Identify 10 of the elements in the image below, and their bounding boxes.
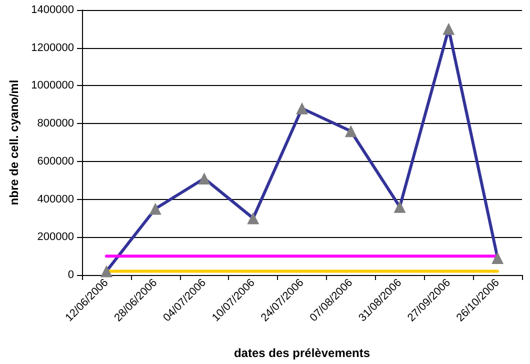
y-tick-label: 1000000 — [31, 80, 74, 92]
y-tick-label: 200000 — [37, 231, 74, 244]
y-tick-label: 800000 — [37, 118, 74, 130]
y-axis-title: nbre de cell. cyano/ml — [7, 80, 21, 206]
y-tick-label: 600000 — [37, 155, 74, 168]
y-tick-label: 1400000 — [31, 4, 74, 16]
x-axis-title: dates des prélèvements — [234, 346, 370, 360]
y-tick-label: 400000 — [37, 193, 74, 206]
y-tick-label: 1200000 — [31, 42, 74, 54]
y-tick-label: 0 — [68, 269, 74, 281]
